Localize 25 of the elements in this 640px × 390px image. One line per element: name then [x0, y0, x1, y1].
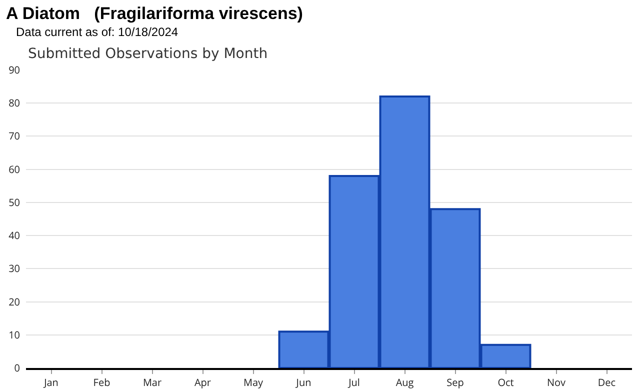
x-tick-label: Feb	[93, 374, 110, 389]
y-tick-label: 30	[8, 261, 20, 276]
x-tick-label: Apr	[194, 374, 212, 389]
chart-subtitle: Data current as of: 10/18/2024	[16, 25, 178, 39]
y-tick-label: 80	[8, 96, 20, 110]
y-tick-label: 90	[8, 62, 20, 76]
x-tick-label: Nov	[546, 374, 566, 389]
x-tick-label: Jan	[43, 374, 58, 389]
chart-title: A Diatom (Fragilariforma virescens)	[6, 4, 303, 24]
y-tick-label: 20	[8, 294, 20, 308]
y-tick-label: 0	[14, 360, 20, 374]
x-tick-label: Jun	[295, 374, 312, 389]
y-tick-label: 50	[8, 194, 20, 209]
x-tick-label: Sep	[446, 374, 464, 389]
y-tick-label: 40	[8, 228, 20, 242]
y-tick-label: 60	[8, 162, 20, 176]
x-tick-label: Jul	[348, 374, 360, 389]
x-tick-label: Mar	[142, 374, 162, 389]
text: Submitted Observations by Month	[28, 46, 268, 62]
y-tick-label: 70	[8, 128, 20, 143]
x-tick-label: Oct	[498, 374, 514, 389]
x-tick-label: Dec	[598, 374, 616, 389]
x-tick-label: May	[243, 374, 264, 389]
x-tick-label: Aug	[396, 374, 414, 389]
y-tick-label: 10	[8, 327, 20, 342]
